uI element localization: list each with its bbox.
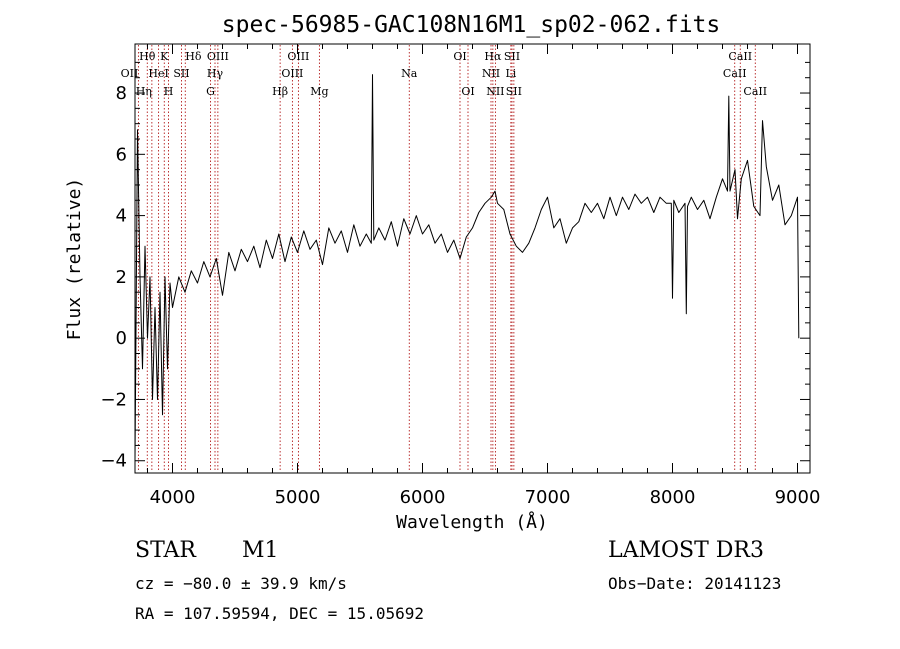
line-label: Hδ xyxy=(185,50,202,63)
line-label: H xyxy=(164,85,174,98)
line-label: OIII xyxy=(287,50,309,63)
x-tick-label: 8000 xyxy=(650,487,696,508)
line-markers xyxy=(137,45,756,472)
line-label: Hβ xyxy=(272,85,288,98)
y-tick-label: 0 xyxy=(116,328,127,349)
line-label: OIII xyxy=(207,50,229,63)
line-label: OI xyxy=(453,50,466,63)
x-tick-label: 4000 xyxy=(150,487,196,508)
line-label: Hγ xyxy=(207,67,224,80)
line-label: Li xyxy=(505,67,516,80)
line-label: SII xyxy=(506,85,522,98)
line-label: K xyxy=(160,50,169,63)
y-tick-label: −2 xyxy=(100,389,127,410)
line-label: OII xyxy=(121,67,139,80)
line-label: CaII xyxy=(728,50,752,63)
survey-label: LAMOST DR3 xyxy=(608,538,764,563)
data-layer xyxy=(135,74,800,461)
line-label: NII xyxy=(486,85,504,98)
coordinates-text: RA = 107.59594, DEC = 15.05692 xyxy=(135,604,424,623)
line-label: OIII xyxy=(281,67,303,80)
line-label: G xyxy=(206,85,215,98)
line-label: CaII xyxy=(743,85,767,98)
object-subclass: M1 xyxy=(242,538,279,563)
line-label: NII xyxy=(482,67,500,80)
y-tick-label: 8 xyxy=(116,83,127,104)
y-tick-label: 6 xyxy=(116,144,127,165)
line-label: HeI xyxy=(148,67,168,80)
line-label: Na xyxy=(401,67,418,80)
axis-ticks: 4000 5000 6000 7000 8000 9000 −4 −2 0 2 4 6 8 xyxy=(100,44,820,508)
redshift-text: cz = −80.0 ± 39.9 km/s xyxy=(135,574,347,593)
x-tick-label: 7000 xyxy=(525,487,571,508)
plot-frame xyxy=(134,43,811,474)
chart-title: spec-56985-GAC108N16M1_sp02-062.fits xyxy=(222,12,721,38)
line-label: SII xyxy=(504,50,520,63)
x-tick-label: 9000 xyxy=(775,487,821,508)
line-label: SII xyxy=(173,67,189,80)
object-class: STAR xyxy=(135,538,196,563)
y-tick-label: 2 xyxy=(116,267,127,288)
obs-date-text: Obs−Date: 20141123 xyxy=(608,574,782,593)
x-axis-label: Wavelength (Å) xyxy=(396,511,548,533)
line-label: OI xyxy=(461,85,474,98)
line-label: Hθ xyxy=(139,50,156,63)
line-label: Mg xyxy=(310,85,328,98)
y-tick-label: 4 xyxy=(116,206,127,227)
line-label: Hα xyxy=(484,50,502,63)
y-tick-label: −4 xyxy=(100,451,127,472)
x-tick-label: 5000 xyxy=(275,487,321,508)
y-axis-label: Flux (relative) xyxy=(64,178,85,341)
spectrum-series-line xyxy=(135,74,800,461)
x-tick-label: 6000 xyxy=(400,487,446,508)
line-label: Hη xyxy=(136,85,152,98)
line-label: CaII xyxy=(723,67,747,80)
